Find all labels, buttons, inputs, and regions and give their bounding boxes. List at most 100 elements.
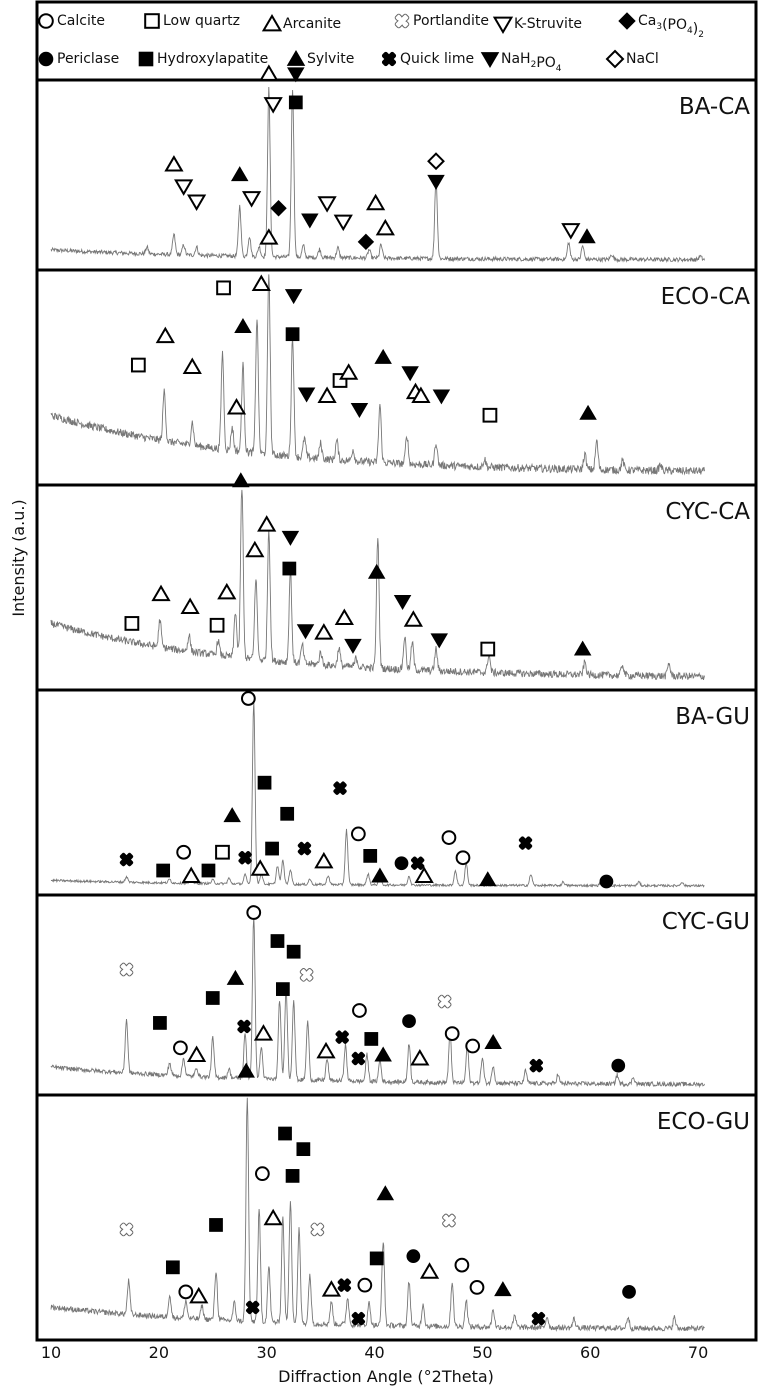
- phase-marker-kstruvite: [561, 223, 581, 240]
- phase-marker-hydroxylapatite: [270, 934, 285, 948]
- phase-marker-portlandite: [119, 1222, 134, 1237]
- legend-label-sylvite: Sylvite: [307, 51, 354, 67]
- phase-marker-quicklime: [411, 856, 425, 870]
- phase-marker-nacl: [427, 152, 445, 171]
- phase-marker-calcite: [441, 830, 457, 845]
- phase-marker-arcanite: [250, 859, 270, 876]
- phase-marker-arcanite: [253, 1024, 274, 1041]
- phase-marker-sylvite: [237, 1062, 255, 1078]
- phase-marker-portlandite: [299, 968, 314, 982]
- pattern-line: [50, 86, 705, 264]
- phase-marker-sylvite: [376, 1185, 395, 1201]
- phase-marker-lowquartz: [482, 407, 498, 423]
- phase-marker-calcite: [178, 1284, 194, 1300]
- phase-marker-kstruvite: [333, 214, 353, 232]
- legend-label-lowquartz: Low quartz: [163, 13, 240, 29]
- x-axis: 10 20 30 40 50 60 70: [41, 1343, 708, 1362]
- phase-marker-sylvite: [367, 563, 386, 579]
- phase-marker-portlandite: [442, 1213, 456, 1228]
- phase-marker-sylvite: [484, 1034, 502, 1049]
- phase-marker-arcanite: [189, 1286, 209, 1304]
- phase-marker-arcanite: [151, 584, 171, 602]
- legend-label-hydroxylapatite: Hydroxylapatite: [157, 51, 268, 67]
- panel-cyc-ca: CYC-CA: [35, 472, 758, 692]
- pattern-line: [50, 1097, 705, 1333]
- panel-label: BA-GU: [675, 704, 750, 730]
- phase-marker-lowquartz: [130, 357, 146, 373]
- legend-marker-sylvite: [286, 50, 306, 66]
- phase-marker-calcite: [465, 1038, 481, 1054]
- legend-marker-lowquartz: [144, 13, 160, 29]
- phase-marker-quicklime: [335, 1030, 349, 1044]
- panel-label: CYC-CA: [665, 499, 750, 525]
- panel-label: ECO-GU: [657, 1109, 750, 1135]
- phase-marker-calcite: [455, 850, 471, 866]
- phase-marker-hydroxylapatite: [153, 1016, 167, 1030]
- y-axis-label: Intensity (a.u.): [9, 499, 28, 616]
- phase-marker-hydroxylapatite: [369, 1251, 384, 1266]
- pattern-line: [50, 274, 705, 476]
- phase-marker-hydroxylapatite: [265, 841, 279, 856]
- phase-marker-arcanite: [164, 155, 184, 172]
- phase-marker-arcanite: [414, 866, 434, 884]
- phase-marker-arcanite: [245, 540, 265, 558]
- phase-marker-calcite: [454, 1257, 470, 1273]
- phase-marker-quicklime: [238, 851, 252, 865]
- phase-marker-sylvite: [230, 166, 249, 182]
- legend-marker-arcanite: [261, 14, 283, 32]
- panel-ba-gu: BA-GU: [35, 688, 758, 897]
- phase-marker-periclase: [394, 856, 409, 871]
- phase-marker-arcanite: [411, 386, 431, 403]
- legend-marker-portlandite: [394, 13, 410, 29]
- legend-label-quicklime: Quick lime: [400, 51, 474, 67]
- phase-marker-hydroxylapatite: [278, 1126, 292, 1141]
- panel-label: CYC-GU: [662, 909, 750, 935]
- legend-label-arcanite: Arcanite: [283, 16, 341, 32]
- phase-marker-hydroxylapatite: [156, 863, 171, 878]
- legend-marker-quicklime: [381, 51, 397, 67]
- panel-label: ECO-CA: [661, 284, 751, 310]
- phase-marker-calcite: [240, 691, 256, 706]
- phase-marker-quicklime: [119, 852, 134, 867]
- phase-marker-quicklime: [518, 836, 533, 850]
- phase-marker-arcanite: [182, 357, 202, 374]
- phase-marker-sylvite: [223, 807, 241, 823]
- panel-eco-ca: ECO-CA: [35, 228, 758, 487]
- phase-marker-arcanite: [217, 582, 237, 600]
- phase-marker-nah2po4: [287, 67, 305, 83]
- phase-marker-arcanite: [314, 623, 334, 640]
- legend-label-nah2po4: NaH2PO4: [501, 51, 562, 74]
- phase-marker-arcanite: [321, 1280, 342, 1297]
- panel-cyc-gu: CYC-GU: [35, 893, 758, 1097]
- phase-marker-nah2po4: [401, 366, 419, 382]
- phase-marker-kstruvite: [186, 194, 207, 212]
- phase-marker-quicklime: [531, 1311, 546, 1326]
- phase-marker-arcanite: [410, 1049, 430, 1066]
- phase-marker-arcanite: [419, 1262, 440, 1279]
- phase-marker-arcanite: [186, 1045, 207, 1062]
- phase-marker-nah2po4: [297, 387, 316, 403]
- legend-label-ca3po4: Ca3(PO4)2: [638, 13, 704, 40]
- phase-marker-calcite: [176, 844, 192, 860]
- phase-marker-quicklime: [351, 1311, 366, 1326]
- phase-marker-sylvite: [578, 228, 596, 244]
- phase-marker-hydroxylapatite: [296, 1142, 311, 1157]
- phase-marker-hydroxylapatite: [280, 806, 295, 821]
- phase-marker-periclase: [622, 1284, 636, 1299]
- phase-marker-quicklime: [237, 1019, 251, 1034]
- phase-marker-calcite: [173, 1040, 188, 1056]
- phase-marker-quicklime: [529, 1058, 543, 1073]
- phase-marker-calcite: [469, 1280, 485, 1295]
- phase-marker-periclase: [611, 1058, 626, 1073]
- phase-marker-nah2po4: [284, 289, 303, 305]
- phase-marker-nah2po4: [432, 389, 451, 405]
- phase-marker-sylvite: [479, 871, 497, 887]
- x-tick-label: 60: [580, 1343, 600, 1362]
- phase-marker-portlandite: [119, 962, 134, 977]
- legend-marker-hydroxylapatite: [138, 51, 154, 67]
- pattern-line: [50, 916, 705, 1089]
- phase-marker-calcite: [246, 905, 262, 920]
- phase-marker-hydroxylapatite: [364, 1032, 379, 1046]
- pattern-line: [50, 701, 705, 889]
- phase-marker-lowquartz: [480, 641, 496, 657]
